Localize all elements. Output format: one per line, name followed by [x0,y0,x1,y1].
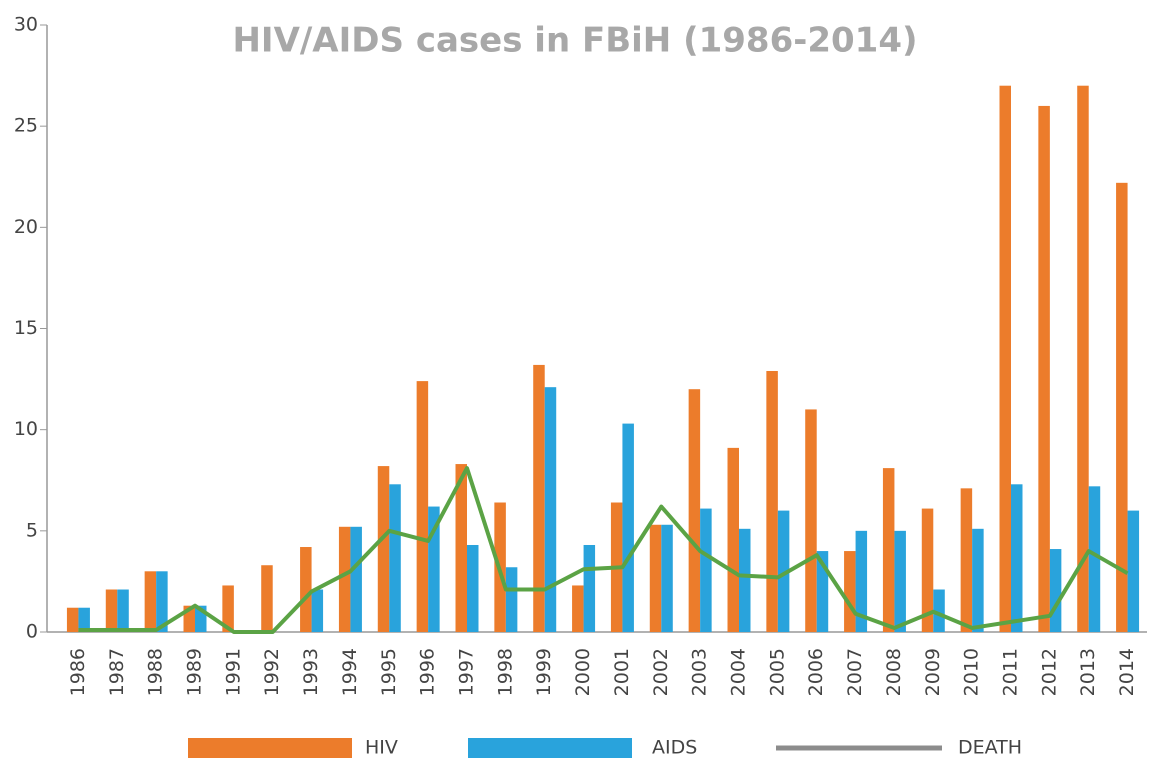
bar [572,585,584,632]
y-tick-label: 20 [14,216,38,238]
bar [933,589,945,632]
bar [1127,510,1140,632]
x-tick-label: 2013 [1077,648,1099,696]
bar [649,524,662,632]
bar [505,567,518,632]
bar [544,387,557,632]
bar [805,409,817,632]
legend-label: HIV [365,737,398,759]
bar [533,364,545,632]
x-tick-label: 2002 [650,648,672,696]
x-tick-label: 1986 [67,648,89,696]
bar [766,370,778,632]
bar [467,544,479,632]
bar [311,589,324,632]
legend-label: DEATH [958,737,1022,759]
bar [222,585,234,632]
legend-swatch [188,738,352,758]
x-tick-label: 1994 [339,648,361,696]
x-tick-label: 2009 [922,648,944,696]
bar [700,508,712,632]
bar [416,381,429,632]
bar [195,605,207,632]
bar [389,484,401,632]
legend-swatch [468,738,632,758]
bar [156,571,168,632]
bar [66,607,79,632]
bar [117,589,129,632]
bar [688,389,701,632]
bar [622,423,634,632]
bar [855,530,868,632]
bar [777,510,790,632]
x-tick-label: 1991 [222,648,244,696]
y-tick-label: 10 [14,418,38,440]
y-tick-label: 15 [14,317,38,339]
y-tick-label: 5 [26,519,38,541]
x-tick-label: 1992 [261,648,283,696]
line [78,466,1129,634]
x-tick-label: 2005 [766,648,788,696]
x-tick-label: 2012 [1038,648,1060,696]
bar [1038,105,1050,632]
chart-title: HIV/AIDS cases in FBiH (1986-2014) [232,21,917,61]
bar [882,468,895,632]
bar [921,508,934,632]
bar [894,530,906,632]
x-tick-label: 2004 [728,648,750,696]
x-tick-label: 1989 [184,648,206,696]
bar [1077,85,1089,632]
bar [583,544,596,632]
x-tick-label: 1996 [417,648,439,696]
x-tick-label: 2006 [805,648,827,696]
bar [739,528,751,632]
bar [300,547,312,632]
bar [661,524,673,632]
bar [350,526,362,632]
x-tick-label: 1997 [456,648,478,696]
legend-label: AIDS [652,737,697,759]
bar [1049,549,1062,632]
bar [183,605,195,632]
bar [455,464,467,632]
bar [338,526,351,632]
x-tick-label: 2001 [611,648,633,696]
bar [377,466,390,632]
bar [144,571,157,632]
bar [1088,486,1101,632]
x-tick-label: 2000 [572,648,594,696]
y-tick-label: 0 [26,621,38,643]
x-tick-label: 2007 [844,648,866,696]
x-tick-label: 2014 [1116,648,1138,696]
bar [844,551,856,632]
bar [727,447,739,632]
x-tick-label: 1993 [300,648,322,696]
bar [816,551,829,632]
x-tick-label: 1998 [494,648,516,696]
x-tick-label: 2008 [883,648,905,696]
bar [972,528,984,632]
bar [1011,484,1023,632]
y-tick-label: 25 [14,115,38,137]
y-tick-label: 30 [14,14,38,36]
x-tick-label: 2010 [961,648,983,696]
bar [1116,182,1128,632]
x-tick-label: 1987 [106,648,128,696]
x-tick-label: 2003 [689,648,711,696]
bar [960,488,973,632]
x-tick-label: 1999 [533,648,555,696]
x-tick-label: 1995 [378,648,400,696]
bar [105,589,118,632]
bar [78,607,90,632]
bar [261,565,273,632]
bar [999,85,1011,632]
x-tick-label: 2011 [1000,648,1022,696]
x-tick-label: 1988 [145,648,167,696]
bar [428,506,440,632]
